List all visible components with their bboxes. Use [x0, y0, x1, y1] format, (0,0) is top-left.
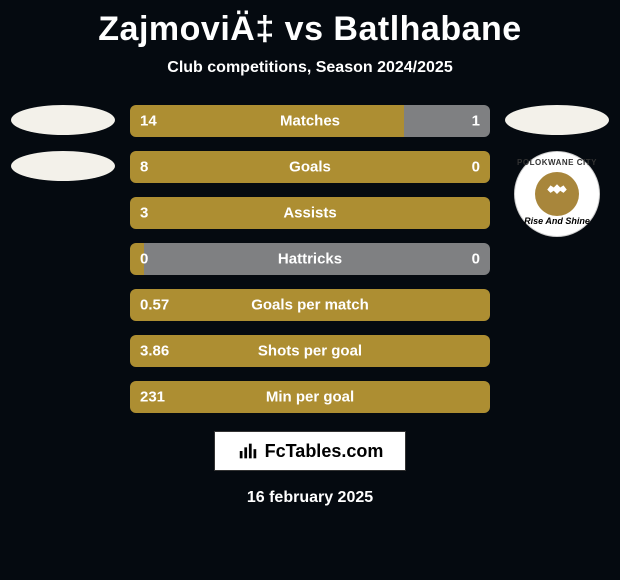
stat-value-left: 3.86	[140, 343, 169, 360]
stat-label: Matches	[280, 113, 340, 130]
stat-row: 0.57 Goals per match	[130, 289, 490, 321]
stat-row: 3 Assists	[130, 197, 490, 229]
footer-date: 16 february 2025	[247, 489, 373, 507]
stat-row: 0 0 Hattricks	[130, 243, 490, 275]
stat-row: 231 Min per goal	[130, 381, 490, 413]
content-wrapper: ZajmoviÄ‡ vs Batlhabane Club competition…	[0, 0, 620, 580]
stat-value-left: 8	[140, 159, 148, 176]
stat-label: Goals	[289, 159, 331, 176]
stat-label: Hattricks	[278, 251, 342, 268]
left-side-column	[8, 105, 118, 181]
stat-label: Min per goal	[266, 389, 354, 406]
club-badge-inner	[535, 172, 579, 216]
club-badge: POLOKWANE CITY Rise And Shine	[514, 151, 600, 237]
stat-value-right: 0	[472, 251, 480, 268]
stat-value-left: 3	[140, 205, 148, 222]
player-left-ellipse-1	[11, 105, 115, 135]
brand-text: FcTables.com	[265, 441, 384, 462]
stat-label: Shots per goal	[258, 343, 362, 360]
bar-chart-icon	[237, 440, 259, 462]
stat-row: 8 0 Goals	[130, 151, 490, 183]
stat-value-left: 0.57	[140, 297, 169, 314]
right-side-column: POLOKWANE CITY Rise And Shine	[502, 105, 612, 237]
stat-label: Goals per match	[251, 297, 369, 314]
brand-box: FcTables.com	[214, 431, 407, 471]
stat-label: Assists	[283, 205, 336, 222]
stat-bar-left	[130, 105, 404, 137]
stat-value-left: 0	[140, 251, 148, 268]
stat-value-right: 0	[472, 159, 480, 176]
stat-value-right: 1	[472, 113, 480, 130]
stat-value-left: 14	[140, 113, 157, 130]
comparison-bars: 14 1 Matches 8 0 Goals 3 Assists 0 0 Hattricks 0.57…	[130, 105, 490, 413]
player-right-ellipse-1	[505, 105, 609, 135]
page-subtitle: Club competitions, Season 2024/2025	[167, 59, 452, 77]
page-title: ZajmoviÄ‡ vs Batlhabane	[98, 10, 521, 49]
club-badge-bottom-text: Rise And Shine	[524, 216, 590, 226]
main-row: 14 1 Matches 8 0 Goals 3 Assists 0 0 Hattricks 0.57…	[0, 105, 620, 413]
stat-value-left: 231	[140, 389, 165, 406]
club-badge-top-text: POLOKWANE CITY	[517, 158, 597, 167]
player-left-ellipse-2	[11, 151, 115, 181]
stat-row: 3.86 Shots per goal	[130, 335, 490, 367]
handshake-icon	[544, 181, 570, 207]
stat-row: 14 1 Matches	[130, 105, 490, 137]
